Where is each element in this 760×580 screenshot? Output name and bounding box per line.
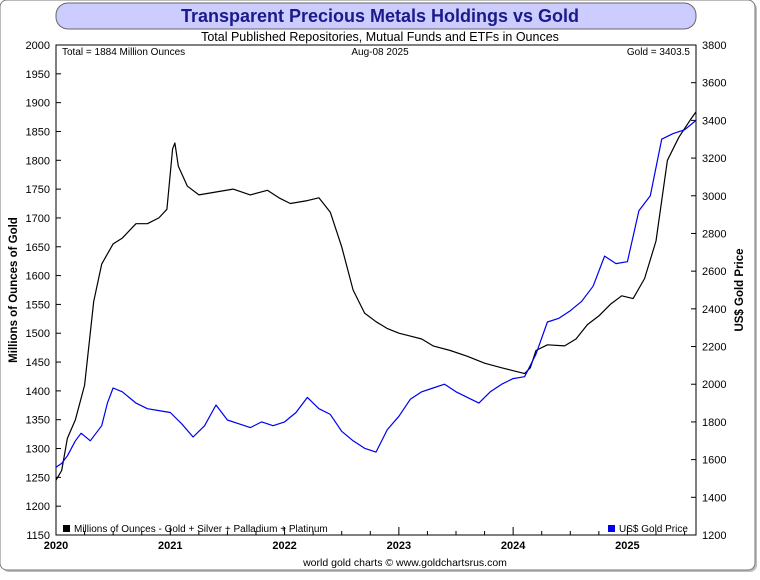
y-left-tick-label-1600: 1600 (26, 271, 50, 283)
date-annotation: Aug-08 2025 (351, 47, 409, 58)
y-left-tick-label-1250: 1250 (26, 472, 50, 484)
y-right-tick-label-2400: 2400 (702, 304, 726, 316)
series-layer (55, 111, 697, 481)
y-right-tick-label-1600: 1600 (702, 455, 726, 467)
y-left-tick-label-1450: 1450 (26, 357, 50, 369)
y-left-tick-label-1300: 1300 (26, 444, 50, 456)
legend-gold-label: US$ Gold Price (619, 524, 688, 535)
y-axis-right-title: US$ Gold Price (734, 248, 746, 331)
y-left-tick-label-1850: 1850 (26, 126, 50, 138)
y-left-tick-label-1650: 1650 (26, 242, 50, 254)
legend-holdings-label: Millions of Ounces - Gold + Silver + Pal… (74, 524, 328, 535)
y-left-tick-label-1350: 1350 (26, 415, 50, 427)
y-left-tick-label-1950: 1950 (26, 69, 50, 81)
y-right-tick-label-1400: 1400 (702, 492, 726, 504)
y-right-tick-label-3000: 3000 (702, 191, 726, 203)
gold-annotation: Gold = 3403.5 (627, 47, 691, 58)
y-left-tick-label-1550: 1550 (26, 299, 50, 311)
y-right-tick-label-1800: 1800 (702, 417, 726, 429)
y-right-tick-label-3600: 3600 (702, 78, 726, 90)
holdings-line (55, 111, 697, 481)
total-annotation: Total = 1884 Million Ounces (62, 47, 185, 58)
x-tick-label-2021: 2021 (158, 540, 182, 552)
y-right-tick-label-2200: 2200 (702, 342, 726, 354)
y-right-tick-label-2600: 2600 (702, 266, 726, 278)
y-right-tick-label-3800: 3800 (702, 40, 726, 52)
chart-title: Transparent Precious Metals Holdings vs … (181, 6, 579, 26)
chart-subtitle: Total Published Repositories, Mutual Fun… (201, 30, 559, 44)
y-left-tick-label-1200: 1200 (26, 501, 50, 513)
footer-credit: world gold charts © www.goldchartsrus.co… (302, 557, 507, 569)
y-left-tick-label-1500: 1500 (26, 328, 50, 340)
y-left-tick-label-2000: 2000 (26, 40, 50, 52)
legend-gold-swatch (608, 525, 615, 532)
plot-area (55, 44, 697, 536)
y-axis-left-title: Millions of Ounces of Gold (8, 217, 20, 363)
x-tick-label-2020: 2020 (44, 540, 68, 552)
y-left-tick-label-1400: 1400 (26, 386, 50, 398)
y-right-tick-label-2800: 2800 (702, 228, 726, 240)
y-left-tick-label-1800: 1800 (26, 155, 50, 167)
axes: 1150 1200 1250 1300 1350 1400 1450 1500 1550 1600… (26, 40, 727, 552)
y-right-tick-label-2000: 2000 (702, 379, 726, 391)
y-right-tick-label-3400: 3400 (702, 115, 726, 127)
x-tick-label-2024: 2024 (501, 540, 526, 552)
title-bar (55, 2, 697, 30)
y-right-tick-label-1200: 1200 (702, 530, 726, 542)
y-left-tick-label-1700: 1700 (26, 213, 50, 225)
y-right-tick-label-3200: 3200 (702, 153, 726, 165)
gold-price-line (55, 119, 697, 468)
legend-holdings-swatch (63, 525, 70, 532)
y-left-tick-label-1900: 1900 (26, 98, 50, 110)
y-left-tick-label-1750: 1750 (26, 184, 50, 196)
y-left-tick-label-1150: 1150 (26, 530, 50, 542)
x-tick-label-2022: 2022 (272, 540, 296, 552)
x-tick-label-2023: 2023 (387, 540, 411, 552)
x-tick-label-2025: 2025 (615, 540, 639, 552)
